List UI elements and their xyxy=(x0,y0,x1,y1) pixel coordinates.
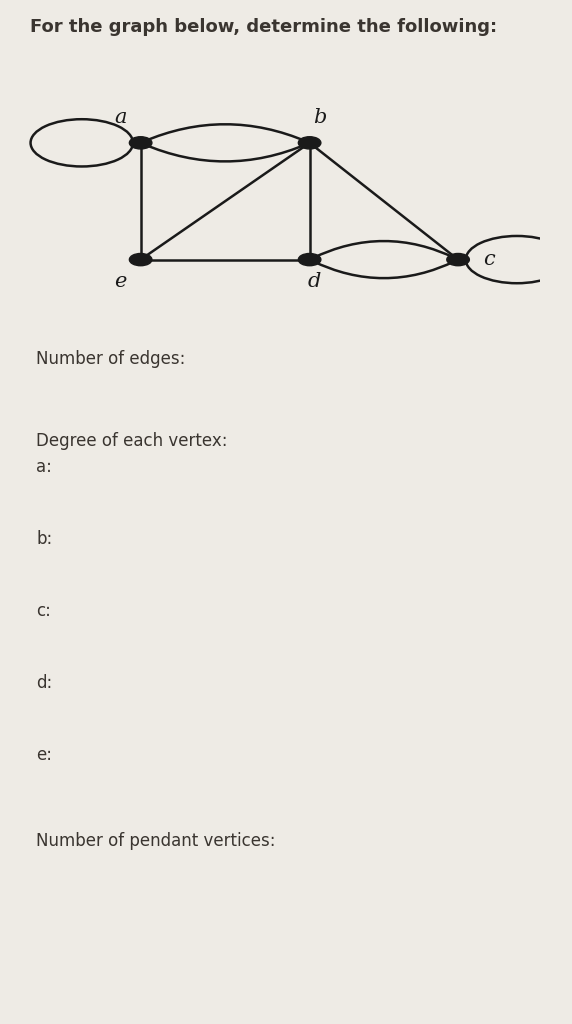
Text: d: d xyxy=(308,272,321,292)
Text: d:: d: xyxy=(36,674,52,692)
Text: Number of edges:: Number of edges: xyxy=(36,350,185,368)
Text: Number of pendant vertices:: Number of pendant vertices: xyxy=(36,831,276,850)
Circle shape xyxy=(299,254,321,265)
Circle shape xyxy=(129,137,152,148)
Circle shape xyxy=(447,254,470,265)
FancyArrowPatch shape xyxy=(143,144,307,162)
Text: e: e xyxy=(114,272,126,292)
Text: a: a xyxy=(114,109,126,127)
Circle shape xyxy=(299,137,321,148)
Text: c:: c: xyxy=(36,602,51,620)
FancyArrowPatch shape xyxy=(312,241,455,258)
Text: b:: b: xyxy=(36,530,52,548)
Text: c: c xyxy=(483,250,495,269)
Text: Degree of each vertex:: Degree of each vertex: xyxy=(36,432,228,450)
Text: b: b xyxy=(313,109,327,127)
Text: e:: e: xyxy=(36,746,52,764)
Circle shape xyxy=(129,254,152,265)
FancyArrowPatch shape xyxy=(312,261,455,279)
Text: a:: a: xyxy=(36,458,52,476)
FancyArrowPatch shape xyxy=(143,124,307,141)
Text: For the graph below, determine the following:: For the graph below, determine the follo… xyxy=(30,18,497,37)
